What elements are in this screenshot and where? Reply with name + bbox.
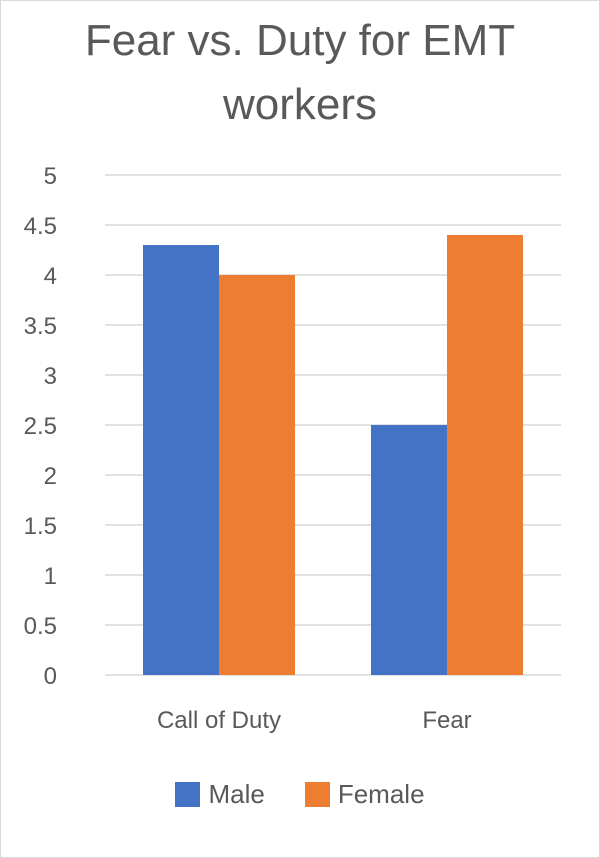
x-tick-label: Call of Duty bbox=[157, 707, 281, 734]
y-tick-label: 3 bbox=[44, 363, 57, 390]
y-tick-label: 4.5 bbox=[24, 213, 57, 240]
y-tick-label: 1.5 bbox=[24, 513, 57, 540]
y-tick-label: 0 bbox=[44, 663, 57, 690]
legend-label-female: Female bbox=[337, 779, 425, 809]
bar-female-fear bbox=[447, 235, 523, 675]
x-axis-ticks: Call of Duty Fear bbox=[157, 707, 472, 734]
legend-swatch-female bbox=[304, 782, 330, 807]
legend: Male Female bbox=[1, 779, 599, 810]
y-tick-label: 3.5 bbox=[24, 313, 57, 340]
legend-item-female: Female bbox=[304, 779, 425, 810]
bar-male-fear bbox=[371, 425, 447, 675]
y-tick-label: 5 bbox=[44, 163, 57, 190]
bar-female-call-of-duty bbox=[219, 275, 295, 675]
x-tick-label: Fear bbox=[422, 707, 471, 734]
bars bbox=[143, 235, 523, 675]
y-tick-label: 4 bbox=[44, 263, 57, 290]
legend-swatch-male bbox=[175, 782, 201, 807]
legend-label-male: Male bbox=[208, 779, 265, 809]
y-tick-label: 1 bbox=[44, 563, 57, 590]
y-tick-label: 2 bbox=[44, 463, 57, 490]
bar-male-call-of-duty bbox=[143, 245, 219, 675]
y-tick-label: 0.5 bbox=[24, 613, 57, 640]
plot-area: 0 0.5 1 1.5 2 2.5 3 3.5 4 4.5 5 Call of Duty Fear bbox=[24, 163, 561, 734]
y-tick-label: 2.5 bbox=[24, 413, 57, 440]
y-axis-ticks: 0 0.5 1 1.5 2 2.5 3 3.5 4 4.5 5 bbox=[24, 163, 57, 690]
chart-title: Fear vs. Duty for EMT workers bbox=[84, 16, 516, 129]
legend-item-male: Male bbox=[175, 779, 265, 810]
